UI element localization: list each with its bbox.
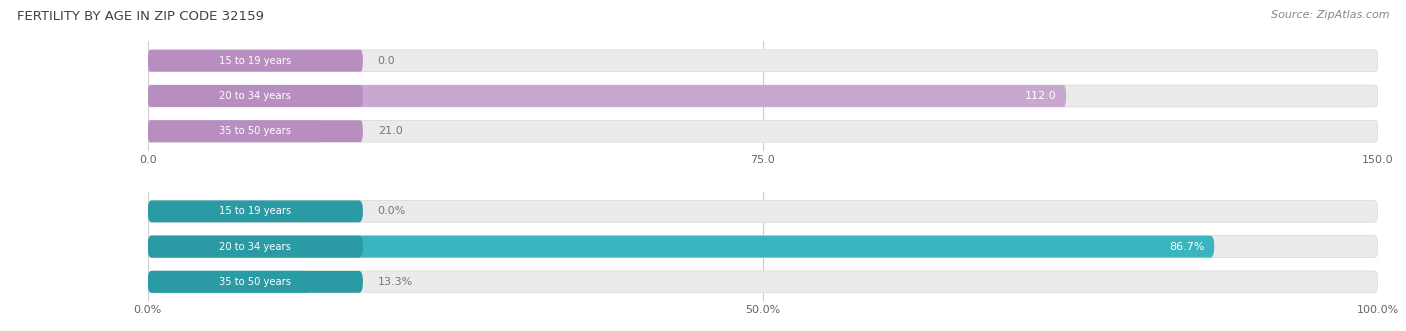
FancyBboxPatch shape xyxy=(148,120,363,142)
FancyBboxPatch shape xyxy=(148,271,311,293)
Text: 35 to 50 years: 35 to 50 years xyxy=(219,277,291,287)
Text: 0.0: 0.0 xyxy=(378,56,395,66)
Text: Source: ZipAtlas.com: Source: ZipAtlas.com xyxy=(1271,10,1389,20)
Text: 86.7%: 86.7% xyxy=(1168,242,1205,252)
FancyBboxPatch shape xyxy=(148,120,321,142)
FancyBboxPatch shape xyxy=(148,85,1378,107)
Text: 15 to 19 years: 15 to 19 years xyxy=(219,206,291,216)
Text: 20 to 34 years: 20 to 34 years xyxy=(219,91,291,101)
FancyBboxPatch shape xyxy=(148,236,363,258)
FancyBboxPatch shape xyxy=(148,236,1378,258)
FancyBboxPatch shape xyxy=(148,85,363,107)
Text: 112.0: 112.0 xyxy=(1025,91,1056,101)
Text: FERTILITY BY AGE IN ZIP CODE 32159: FERTILITY BY AGE IN ZIP CODE 32159 xyxy=(17,10,264,23)
FancyBboxPatch shape xyxy=(148,271,1378,293)
FancyBboxPatch shape xyxy=(148,236,1215,258)
Text: 0.0%: 0.0% xyxy=(378,206,406,216)
FancyBboxPatch shape xyxy=(148,50,1378,72)
FancyBboxPatch shape xyxy=(148,201,363,222)
Text: 35 to 50 years: 35 to 50 years xyxy=(219,126,291,136)
Text: 15 to 19 years: 15 to 19 years xyxy=(219,56,291,66)
FancyBboxPatch shape xyxy=(148,201,1378,222)
Text: 20 to 34 years: 20 to 34 years xyxy=(219,242,291,252)
Text: 21.0: 21.0 xyxy=(378,126,402,136)
FancyBboxPatch shape xyxy=(148,50,363,72)
Text: 13.3%: 13.3% xyxy=(378,277,413,287)
FancyBboxPatch shape xyxy=(148,271,363,293)
FancyBboxPatch shape xyxy=(148,120,1378,142)
FancyBboxPatch shape xyxy=(148,85,1066,107)
